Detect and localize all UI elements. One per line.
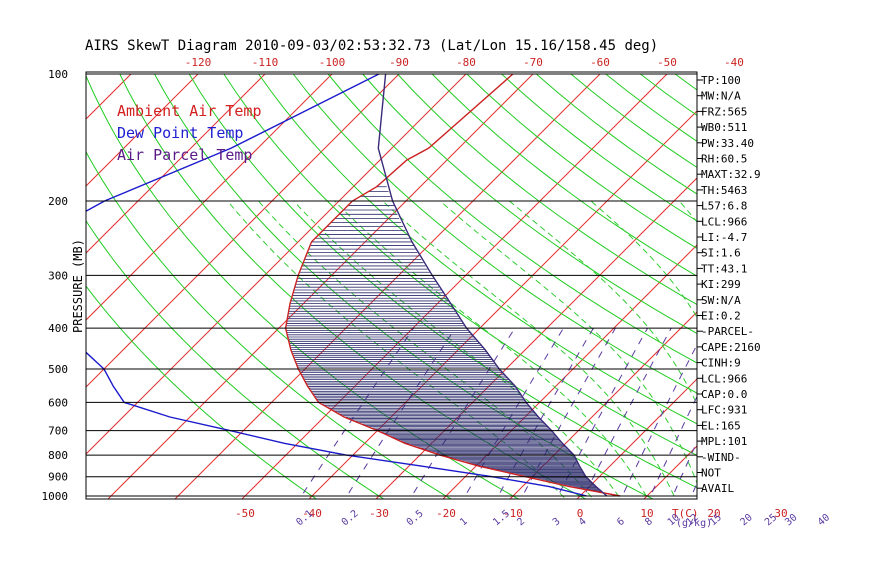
stats-entry: CAPE:2160	[701, 341, 761, 354]
top-temp-tick: -70	[523, 56, 543, 69]
top-temp-tick: -80	[456, 56, 476, 69]
dry-adiabat-line	[640, 74, 870, 505]
top-temp-tick: -40	[724, 56, 744, 69]
bottom-temp-tick: -20	[436, 507, 456, 520]
pressure-tick-label: 600	[48, 396, 68, 409]
stats-entry: KI:299	[701, 278, 741, 291]
dry-adiabat-line	[779, 74, 870, 505]
bottom-temp-tick: -30	[369, 507, 389, 520]
mixing-ratio-label: 3	[551, 516, 563, 528]
mixing-ratio-label: 0.5	[405, 508, 426, 528]
pressure-tick-label: 400	[48, 322, 68, 335]
stats-entry: LCL:966	[701, 215, 747, 228]
stats-entry: WB0:511	[701, 121, 747, 134]
mixing-ratio-label: 1	[458, 516, 470, 528]
top-temp-tick: -110	[252, 56, 279, 69]
stats-entry: AVAIL	[701, 482, 734, 495]
chart-title: AIRS SkewT Diagram 2010-09-03/02:53:32.7…	[85, 38, 658, 54]
top-temp-tick: -90	[389, 56, 409, 69]
dry-adiabat-line	[432, 74, 870, 505]
stats-entry: MPL:101	[701, 435, 747, 448]
stats-entry: TH:5463	[701, 184, 747, 197]
stats-entry: LFC:931	[701, 404, 747, 417]
stats-entry: TP:100	[701, 74, 741, 87]
moist-adiabat-line	[827, 201, 839, 505]
isotherm-line	[772, 74, 870, 505]
bottom-temp-tick: -50	[235, 507, 255, 520]
dry-adiabat-line	[328, 74, 870, 505]
stats-entry: TT:43.1	[701, 262, 747, 275]
stats-entry: SW:N/A	[701, 294, 741, 307]
mixing-ratio-line	[820, 328, 870, 505]
mixing-ratio-label: 2	[515, 516, 527, 528]
dry-adiabat-line	[502, 74, 870, 505]
top-temp-tick: -50	[657, 56, 677, 69]
pressure-tick-label: 1000	[42, 490, 69, 503]
pressure-tick-label: 900	[48, 471, 68, 484]
top-temp-tick: -100	[319, 56, 346, 69]
mixing-ratio-line	[742, 328, 816, 505]
mixing-ratio-line	[618, 328, 706, 505]
stats-entry: CINH:9	[701, 357, 741, 370]
isotherm-line	[0, 74, 131, 505]
pressure-tick-label: 700	[48, 425, 68, 438]
stats-entry: EI:0.2	[701, 310, 741, 323]
stats-entry: FRZ:565	[701, 105, 747, 118]
stats-entry: RH:60.5	[701, 153, 747, 166]
legend-entry: Air Parcel Temp	[117, 146, 252, 164]
top-temp-tick: -60	[590, 56, 610, 69]
legend-entry: Ambient Air Temp	[117, 102, 262, 120]
pressure-tick-label: 300	[48, 269, 68, 282]
isotherm-line	[638, 74, 870, 505]
isotherm-line	[0, 74, 64, 505]
profile-air-parcel-temp	[378, 74, 607, 496]
stats-entry: L57:6.8	[701, 200, 747, 213]
mixing-ratio-label: 0.2	[340, 508, 361, 528]
mixing-ratio-line	[787, 328, 856, 505]
stats-entry: NOT	[701, 467, 721, 480]
mixing-ratio-unit: (g/kg)	[676, 518, 712, 529]
moist-adiabat-line	[760, 201, 812, 505]
legend-entry: Dew Point Temp	[117, 124, 243, 142]
stats-entry: MAXT:32.9	[701, 168, 761, 181]
stats-panel: TP:100 MW:N/A FRZ:565 WB0:511 PW:33.40 RH:60.…	[697, 74, 761, 495]
isotherm-line	[303, 74, 734, 505]
y-axis-label: PRESSURE (MB)	[71, 239, 85, 333]
stats-entry: -PARCEL-	[701, 325, 754, 338]
stats-entry: EL:165	[701, 419, 741, 432]
mixing-ratio-label: 4	[577, 516, 589, 528]
mixing-ratio-label: 40	[816, 512, 832, 528]
pressure-tick-label: 100	[48, 68, 68, 81]
pressure-tick-label: 200	[48, 195, 68, 208]
mixing-ratio-label: 20	[738, 512, 754, 528]
dry-adiabat-line	[259, 74, 869, 505]
dry-adiabat-line	[745, 74, 870, 505]
dry-adiabat-line	[814, 74, 870, 505]
stats-entry: SI:1.6	[701, 247, 741, 260]
stats-entry: -WIND-	[701, 451, 741, 464]
mixing-ratio-label: 6	[615, 516, 627, 528]
stats-entry: PW:33.40	[701, 137, 754, 150]
stats-entry: LI:-4.7	[701, 231, 747, 244]
stats-entry: LCL:966	[701, 372, 747, 385]
mixing-ratio-line	[341, 328, 455, 505]
pressure-tick-label: 800	[48, 449, 68, 462]
pressure-tick-label: 500	[48, 363, 68, 376]
mixing-ratio-line	[296, 328, 414, 505]
legend: Ambient Air Temp Dew Point Temp Air Parcel…	[117, 102, 262, 164]
stats-entry: CAP:0.0	[701, 388, 747, 401]
stats-entry: MW:N/A	[701, 90, 741, 103]
isotherm-line	[839, 74, 870, 505]
top-temp-tick: -120	[185, 56, 212, 69]
mixing-ratio-line	[767, 328, 839, 505]
isotherm-line	[236, 74, 667, 505]
